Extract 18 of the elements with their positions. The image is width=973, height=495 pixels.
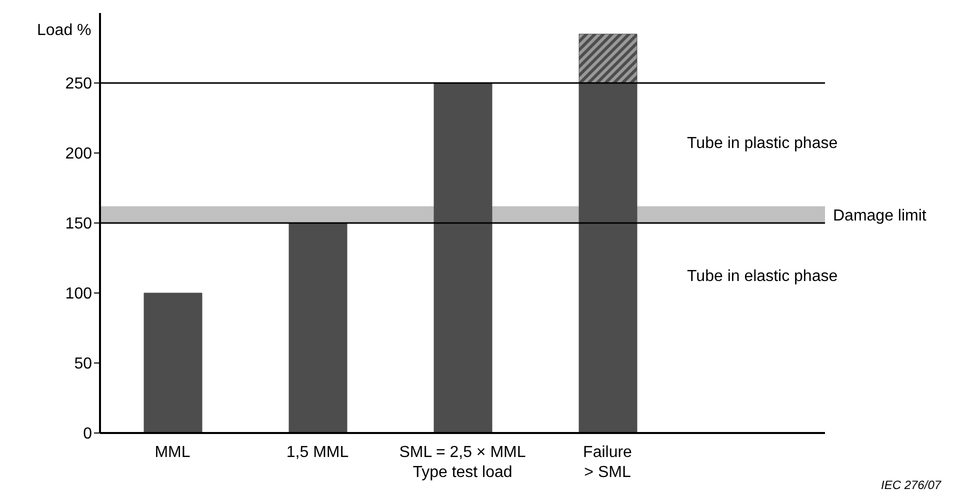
text: Tube in elastic phase	[687, 268, 838, 286]
x-tick-label: 1,5 MML	[286, 444, 349, 461]
text: Tube in plastic phase	[687, 135, 838, 153]
y-tick-label: 250	[65, 76, 92, 93]
band-label: Damage limit	[833, 207, 927, 224]
y-tick-label: 150	[65, 216, 92, 233]
x-tick-label: SML = 2,5 × MML Type test load	[399, 444, 526, 481]
y-tick-label: 50	[74, 356, 92, 373]
y-tick-label: 100	[65, 286, 92, 303]
text: IEC 276/07	[881, 478, 942, 492]
y-tick-label: 200	[65, 146, 92, 163]
y-axis-title: Load %	[37, 22, 92, 40]
bar	[288, 222, 348, 433]
bar	[144, 292, 202, 433]
bar	[434, 82, 492, 433]
x-tick-label: MML	[154, 444, 190, 461]
y-tick-label: 0	[83, 426, 92, 443]
x-tick-label: Failure > SML	[583, 444, 632, 481]
